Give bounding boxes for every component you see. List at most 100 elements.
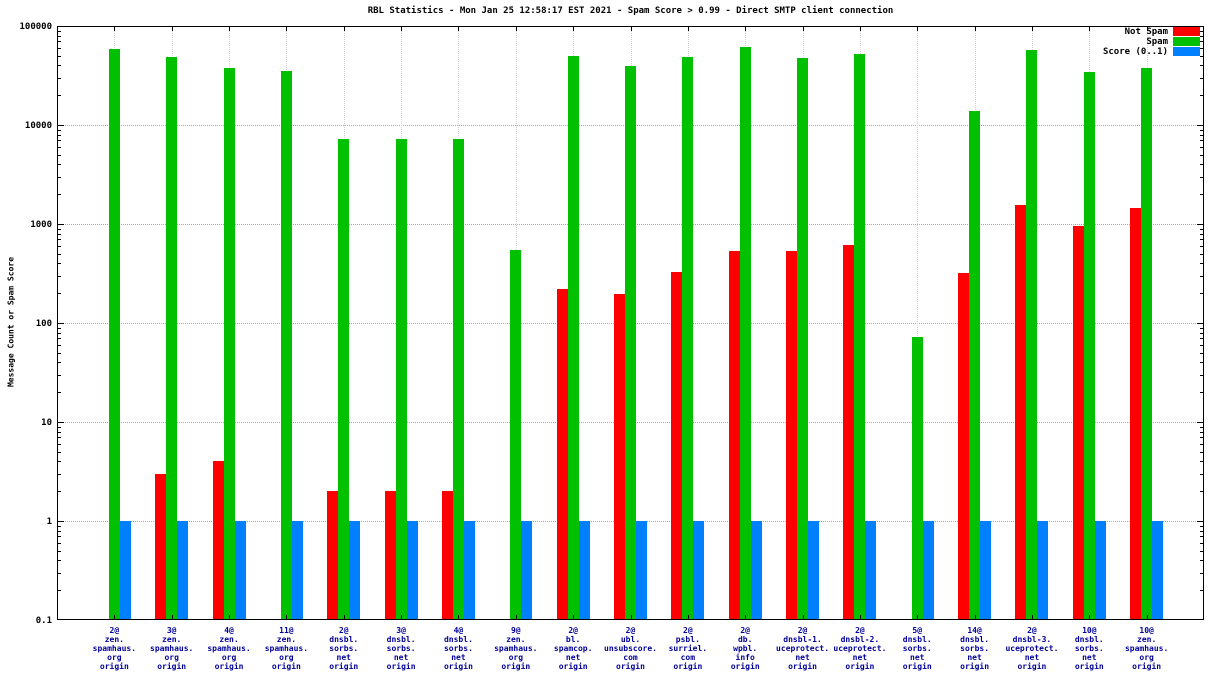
x-tick <box>859 615 861 619</box>
y-major-tick <box>58 422 64 423</box>
x-category-label: 5@ dnsbl. sorbs. net origin <box>902 626 932 671</box>
bar-not-spam <box>1015 205 1027 620</box>
bar-not-spam <box>556 289 568 620</box>
gridline-vertical <box>917 26 919 620</box>
bar-score-0-1- <box>406 521 418 620</box>
y-minor-tick <box>58 332 61 334</box>
y-minor-tick <box>58 146 61 148</box>
x-tick <box>343 27 345 31</box>
legend-row: Score (0..1) <box>1102 46 1200 57</box>
x-category-label: 9@ zen. spamhaus. org origin <box>494 626 538 671</box>
y-minor-tick <box>1200 129 1203 131</box>
y-minor-tick <box>1200 65 1203 67</box>
y-minor-tick <box>58 443 61 445</box>
y-minor-tick <box>58 327 61 329</box>
bar-spam <box>452 139 464 620</box>
x-category-label: 2@ dnsbl. sorbs. net origin <box>329 626 359 671</box>
x-tick <box>745 27 747 31</box>
y-major-tick <box>58 125 64 126</box>
bar-spam <box>510 249 522 620</box>
x-tick <box>630 27 632 31</box>
y-minor-tick <box>58 491 61 493</box>
y-minor-tick <box>1200 431 1203 433</box>
y-minor-tick <box>1200 77 1203 79</box>
y-minor-tick <box>1200 536 1203 538</box>
y-minor-tick <box>58 525 61 527</box>
bar-score-0-1- <box>1037 521 1049 620</box>
y-minor-tick <box>1200 140 1203 142</box>
y-minor-tick <box>1200 542 1203 544</box>
y-minor-tick <box>58 263 61 265</box>
bar-spam <box>854 54 866 620</box>
bar-score-0-1- <box>463 521 475 620</box>
x-tick <box>286 615 288 619</box>
y-minor-tick <box>58 572 61 574</box>
x-category-label: 2@ dnsbl-1. uceprotect. net origin <box>776 626 830 671</box>
y-tick-label: 0.1 <box>35 616 52 626</box>
bar-score-0-1- <box>578 521 590 620</box>
bar-not-spam <box>614 294 625 620</box>
y-minor-tick <box>58 473 61 475</box>
y-minor-tick <box>58 374 61 376</box>
y-minor-tick <box>1200 437 1203 439</box>
bar-spam <box>567 55 579 620</box>
x-tick <box>917 27 919 31</box>
x-tick <box>229 615 231 619</box>
x-category-label: 3@ zen. spamhaus. org origin <box>150 626 194 671</box>
legend-label: Spam <box>1146 36 1168 47</box>
bar-not-spam <box>212 461 224 620</box>
bar-not-spam <box>958 272 970 620</box>
y-minor-tick <box>1200 451 1203 453</box>
y-minor-tick <box>58 164 61 166</box>
y-minor-tick <box>58 176 61 178</box>
y-minor-tick <box>58 154 61 156</box>
y-minor-tick <box>58 77 61 79</box>
y-minor-tick <box>58 140 61 142</box>
legend-row: Not Spam <box>1125 27 1200 37</box>
y-major-tick <box>1197 521 1203 522</box>
y-tick-label: 100000 <box>19 22 52 32</box>
y-minor-tick <box>1200 362 1203 364</box>
y-minor-tick <box>1200 95 1203 97</box>
y-minor-tick <box>1200 228 1203 230</box>
y-tick-label: 100 <box>35 319 52 329</box>
y-minor-tick <box>1200 572 1203 574</box>
y-minor-tick <box>58 95 61 97</box>
x-category-label: 2@ dnsbl-3. uceprotect. net origin <box>1005 626 1059 671</box>
bar-spam <box>1141 67 1153 620</box>
legend-row: Spam <box>1146 36 1200 47</box>
bar-spam <box>395 139 407 620</box>
x-tick <box>573 27 575 31</box>
x-tick <box>171 27 173 31</box>
x-tick <box>687 615 689 619</box>
x-category-label: 2@ db. wpbl. info origin <box>730 626 760 671</box>
bar-score-0-1- <box>750 521 762 620</box>
x-tick <box>802 27 804 31</box>
bar-score-0-1- <box>865 521 877 620</box>
bar-score-0-1- <box>636 521 647 620</box>
y-minor-tick <box>58 228 61 230</box>
x-category-label: 4@ zen. spamhaus. org origin <box>207 626 251 671</box>
x-category-label: 14@ dnsbl. sorbs. net origin <box>960 626 990 671</box>
x-category-label: 2@ dnsbl-2. uceprotect. net origin <box>833 626 887 671</box>
x-tick <box>917 615 919 619</box>
y-minor-tick <box>1200 146 1203 148</box>
y-minor-tick <box>1200 239 1203 241</box>
bar-score-0-1- <box>922 521 934 620</box>
x-tick <box>458 615 460 619</box>
y-minor-tick <box>58 362 61 364</box>
legend-label: Score (0..1) <box>1102 46 1168 57</box>
y-minor-tick <box>58 338 61 340</box>
bar-score-0-1- <box>808 521 820 620</box>
legend-swatch <box>1173 37 1200 46</box>
x-tick <box>229 27 231 31</box>
y-minor-tick <box>1200 194 1203 196</box>
x-category-label: 10@ zen. spamhaus. org origin <box>1124 626 1169 671</box>
y-minor-tick <box>1200 134 1203 136</box>
y-minor-tick <box>58 344 61 346</box>
y-major-tick <box>58 323 64 324</box>
x-category-label: 3@ dnsbl. sorbs. net origin <box>386 626 416 671</box>
y-major-tick <box>58 224 64 225</box>
bar-not-spam <box>728 251 740 620</box>
